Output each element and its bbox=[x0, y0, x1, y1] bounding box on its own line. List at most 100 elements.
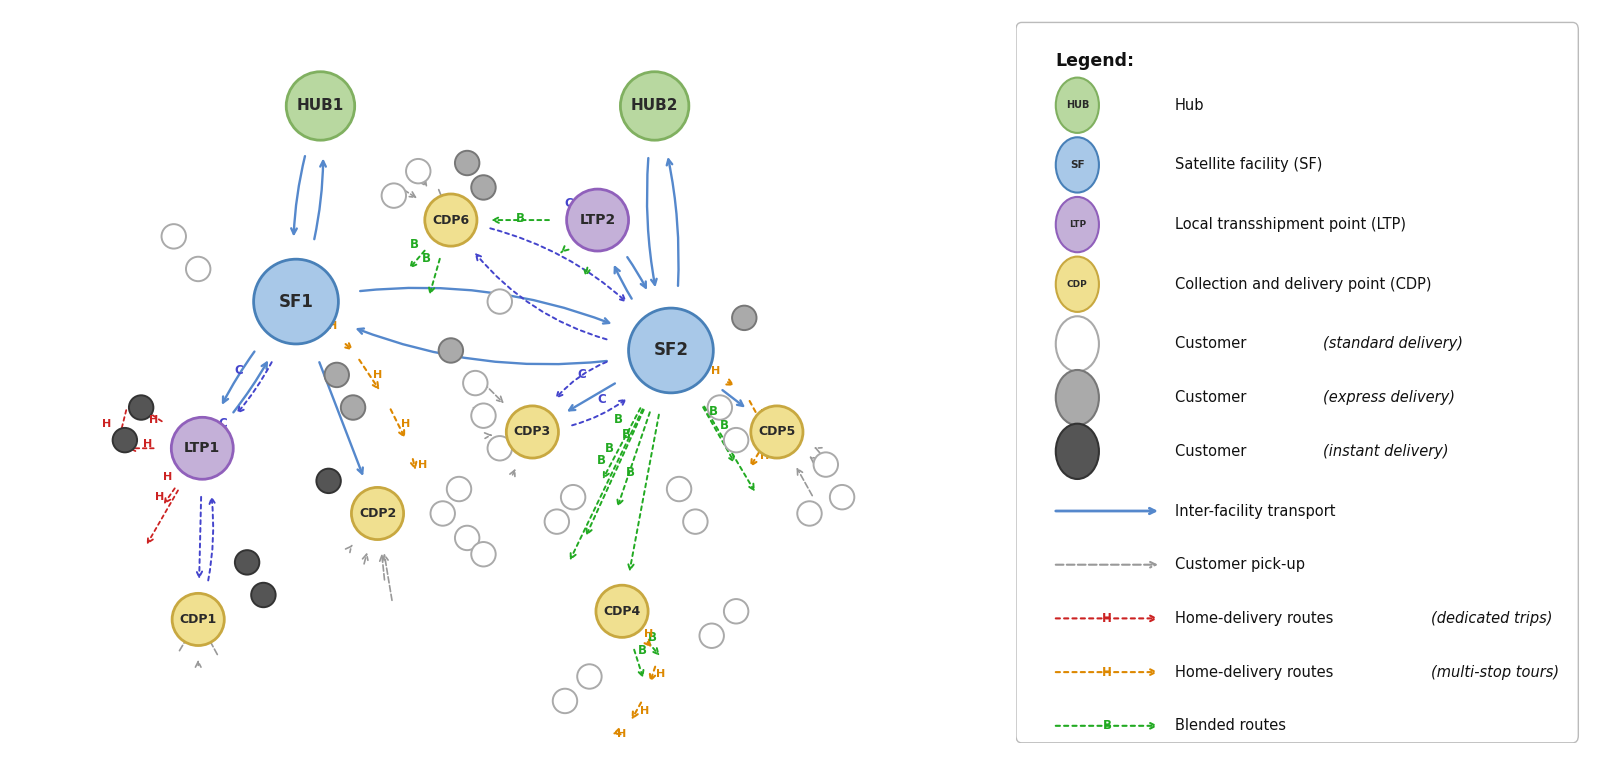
Text: B: B bbox=[582, 226, 592, 239]
Circle shape bbox=[562, 485, 586, 509]
Text: C: C bbox=[578, 368, 586, 381]
Text: H: H bbox=[760, 452, 770, 462]
Circle shape bbox=[699, 624, 723, 648]
Text: B: B bbox=[605, 442, 614, 455]
Circle shape bbox=[683, 509, 707, 534]
Text: Legend:: Legend: bbox=[1056, 52, 1134, 70]
Text: CDP4: CDP4 bbox=[603, 605, 640, 618]
Circle shape bbox=[723, 428, 749, 453]
Circle shape bbox=[254, 259, 338, 344]
Circle shape bbox=[488, 436, 512, 461]
Text: LTP2: LTP2 bbox=[579, 213, 616, 227]
Text: HUB2: HUB2 bbox=[630, 99, 678, 114]
Text: H: H bbox=[102, 419, 110, 429]
Text: SF: SF bbox=[1070, 160, 1085, 170]
Text: C: C bbox=[589, 226, 598, 239]
Circle shape bbox=[430, 501, 454, 526]
Text: C: C bbox=[597, 393, 606, 406]
Text: Home-delivery routes: Home-delivery routes bbox=[1174, 611, 1338, 626]
Circle shape bbox=[341, 396, 365, 420]
Circle shape bbox=[462, 371, 488, 396]
Text: H: H bbox=[149, 415, 158, 424]
Circle shape bbox=[544, 509, 570, 534]
Circle shape bbox=[130, 396, 154, 420]
Text: H: H bbox=[618, 728, 627, 738]
Text: H: H bbox=[643, 628, 653, 639]
Circle shape bbox=[1056, 137, 1099, 193]
Text: Customer pick-up: Customer pick-up bbox=[1174, 557, 1306, 572]
Text: B: B bbox=[410, 238, 419, 251]
Circle shape bbox=[733, 305, 757, 330]
Text: Blended routes: Blended routes bbox=[1174, 719, 1286, 733]
Text: C: C bbox=[218, 418, 227, 431]
Text: H: H bbox=[1102, 666, 1112, 678]
Circle shape bbox=[578, 664, 602, 689]
Circle shape bbox=[723, 599, 749, 624]
Circle shape bbox=[286, 72, 355, 140]
Text: Satellite facility (SF): Satellite facility (SF) bbox=[1174, 158, 1323, 172]
Text: Customer: Customer bbox=[1174, 337, 1251, 352]
Circle shape bbox=[472, 403, 496, 428]
Circle shape bbox=[162, 224, 186, 249]
Circle shape bbox=[750, 406, 803, 458]
Text: C: C bbox=[235, 365, 243, 377]
Text: H: H bbox=[142, 439, 152, 449]
Text: CDP: CDP bbox=[1067, 280, 1088, 289]
Text: HUB: HUB bbox=[1066, 100, 1090, 110]
FancyBboxPatch shape bbox=[1016, 23, 1578, 743]
Circle shape bbox=[621, 72, 690, 140]
Text: C: C bbox=[565, 197, 573, 210]
Text: H: H bbox=[373, 370, 382, 380]
Text: (instant delivery): (instant delivery) bbox=[1323, 444, 1448, 459]
Text: H: H bbox=[640, 706, 650, 716]
Text: (express delivery): (express delivery) bbox=[1323, 390, 1454, 405]
Circle shape bbox=[1056, 316, 1099, 371]
Text: B: B bbox=[422, 252, 430, 265]
Text: B: B bbox=[613, 413, 622, 426]
Circle shape bbox=[381, 183, 406, 208]
Circle shape bbox=[813, 453, 838, 477]
Text: CDP3: CDP3 bbox=[514, 425, 550, 438]
Text: LTP1: LTP1 bbox=[184, 441, 221, 456]
Circle shape bbox=[424, 194, 477, 246]
Circle shape bbox=[352, 487, 403, 540]
Circle shape bbox=[235, 550, 259, 575]
Text: H: H bbox=[418, 459, 427, 469]
Text: B: B bbox=[1102, 719, 1112, 732]
Circle shape bbox=[1056, 257, 1099, 312]
Text: H: H bbox=[402, 419, 411, 429]
Text: CDP6: CDP6 bbox=[432, 214, 469, 227]
Circle shape bbox=[472, 175, 496, 199]
Circle shape bbox=[667, 477, 691, 501]
Circle shape bbox=[317, 468, 341, 493]
Text: Collection and delivery point (CDP): Collection and delivery point (CDP) bbox=[1174, 277, 1432, 292]
Text: B: B bbox=[595, 238, 605, 251]
Text: H: H bbox=[710, 366, 720, 376]
Text: B: B bbox=[626, 466, 635, 479]
Text: H: H bbox=[163, 471, 173, 482]
Circle shape bbox=[446, 477, 472, 501]
Text: B: B bbox=[622, 428, 630, 440]
Text: Home-delivery routes: Home-delivery routes bbox=[1174, 665, 1338, 680]
Text: H: H bbox=[760, 409, 770, 418]
Circle shape bbox=[112, 428, 138, 453]
Text: H: H bbox=[656, 669, 666, 679]
Circle shape bbox=[251, 583, 275, 607]
Text: Customer: Customer bbox=[1174, 444, 1251, 459]
Circle shape bbox=[707, 396, 733, 420]
Text: Local transshipment point (LTP): Local transshipment point (LTP) bbox=[1174, 217, 1406, 232]
Circle shape bbox=[406, 159, 430, 183]
Circle shape bbox=[506, 406, 558, 458]
Circle shape bbox=[1056, 424, 1099, 479]
Text: (dedicated trips): (dedicated trips) bbox=[1430, 611, 1552, 626]
Text: CDP5: CDP5 bbox=[758, 425, 795, 438]
Circle shape bbox=[472, 542, 496, 566]
Text: B: B bbox=[597, 454, 606, 467]
Circle shape bbox=[173, 594, 224, 646]
Text: (multi-stop tours): (multi-stop tours) bbox=[1430, 665, 1558, 680]
Text: Hub: Hub bbox=[1174, 98, 1205, 113]
Text: B: B bbox=[720, 419, 728, 432]
Circle shape bbox=[171, 418, 234, 479]
Text: HUB1: HUB1 bbox=[298, 99, 344, 114]
Circle shape bbox=[797, 501, 822, 526]
